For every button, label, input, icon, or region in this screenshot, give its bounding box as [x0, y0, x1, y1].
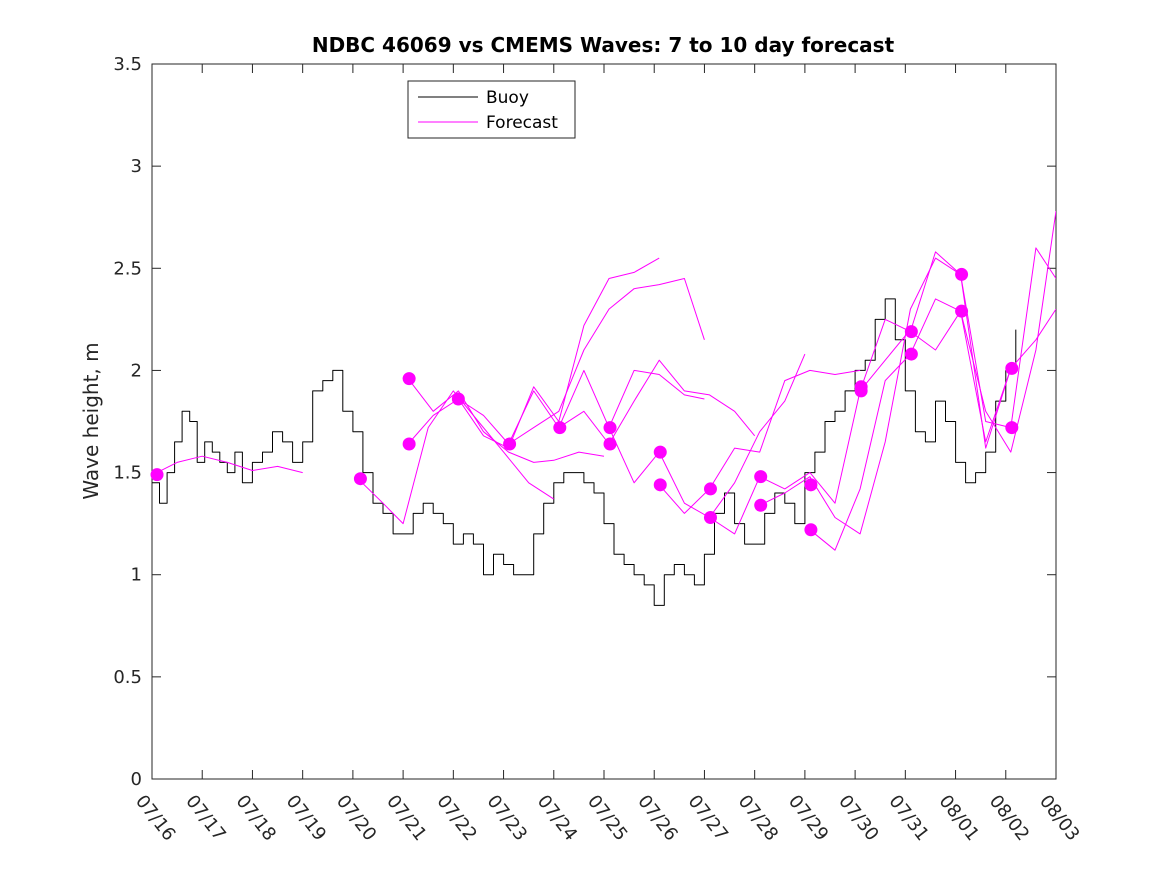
forecast-start-marker: [703, 511, 717, 525]
forecast-start-marker: [150, 468, 164, 482]
y-tick-label: 0.5: [113, 667, 142, 688]
forecast-series-line-14: [910, 211, 1056, 453]
series-layer: [152, 211, 1056, 606]
forecast-start-marker: [854, 384, 868, 398]
forecast-series-line-2: [357, 390, 555, 525]
forecast-start-marker: [904, 347, 918, 361]
forecast-start-marker: [653, 445, 667, 459]
forecast-series-line-10: [709, 329, 911, 535]
forecast-start-marker: [402, 372, 416, 386]
y-tick-label: 3.5: [113, 54, 142, 75]
forecast-start-marker: [553, 421, 567, 435]
forecast-start-marker: [503, 437, 517, 451]
legend-label-buoy: Buoy: [486, 88, 529, 108]
legend: Buoy Forecast: [407, 80, 576, 139]
forecast-series-line-3: [407, 378, 605, 463]
forecast-start-marker: [1005, 421, 1019, 435]
forecast-series-line-11: [759, 257, 961, 535]
forecast-start-marker: [804, 478, 818, 492]
forecast-start-marker: [402, 437, 416, 451]
forecast-series-line-1: [156, 455, 303, 474]
forecast-start-marker: [754, 498, 768, 512]
y-tick-label: 2.5: [113, 258, 142, 279]
y-axis-label: Wave height, m: [79, 342, 103, 499]
forecast-start-marker: [804, 523, 818, 537]
chart-title: NDBC 46069 vs CMEMS Waves: 7 to 10 day f…: [312, 33, 895, 57]
forecast-start-marker: [703, 482, 717, 496]
forecast-series-line-4: [407, 257, 660, 449]
forecast-series-line-9: [658, 369, 861, 514]
forecast-start-marker: [451, 392, 465, 406]
forecast-start-marker: [353, 472, 367, 486]
y-tick-label: 0: [131, 769, 142, 790]
forecast-series-line-7: [558, 359, 756, 445]
forecast-start-marker: [603, 421, 617, 435]
y-axis: 0 0.5 1 1.5 2 2.5 3 3.5: [113, 54, 1056, 790]
forecast-start-marker: [653, 478, 667, 492]
forecast-start-marker: [603, 437, 617, 451]
forecast-start-marker: [955, 267, 969, 281]
legend-label-forecast: Forecast: [486, 113, 558, 133]
legend-box: [407, 80, 576, 139]
y-tick-label: 2: [131, 360, 142, 381]
plot-area: 00.511.522.533.5 07/16 07/17 07/18 07/19 07/…: [113, 54, 1083, 845]
forecast-start-marker: [904, 325, 918, 339]
marker-layer: [150, 267, 1019, 537]
y-tick-label: 1.5: [113, 463, 142, 484]
forecast-series-line-5: [458, 278, 705, 445]
forecast-start-marker: [955, 304, 969, 318]
axes-box: [151, 63, 1057, 780]
forecast-start-marker: [754, 470, 768, 484]
y-tick-label: 1: [131, 565, 142, 586]
buoy-series-line: [152, 298, 1017, 606]
y-tick-label: 3: [131, 156, 142, 177]
forecast-start-marker: [1005, 361, 1019, 375]
